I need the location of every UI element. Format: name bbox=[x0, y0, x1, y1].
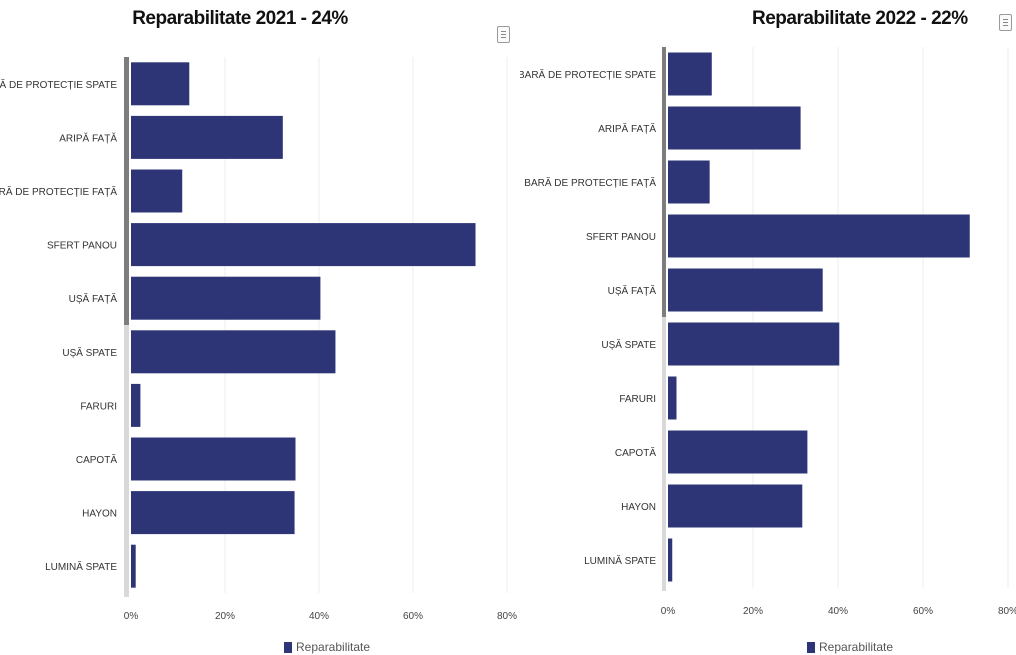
bar bbox=[668, 484, 803, 528]
bar-chart-2021: 0% 20% 40% 60% 80% BARĂ DE PROTECȚIE SPATE ARI… bbox=[0, 57, 517, 622]
x-tick-label: 80% bbox=[998, 606, 1016, 617]
legend[interactable]: Reparabilitate bbox=[284, 640, 370, 654]
x-tick-label: 0% bbox=[661, 606, 676, 617]
bar bbox=[131, 491, 295, 535]
chart-panel-2021: Reparabilitate 2021 - 24% 0% 20% 40% 60% 80%… bbox=[0, 8, 517, 654]
bar bbox=[668, 160, 710, 204]
scrollbar-track bbox=[662, 47, 666, 591]
bar bbox=[668, 214, 970, 258]
category-label: UȘĂ FAȚĂ bbox=[608, 284, 657, 297]
legend[interactable]: Reparabilitate bbox=[807, 640, 893, 654]
category-label: UȘĂ SPATE bbox=[62, 346, 117, 359]
legend-label: Reparabilitate bbox=[819, 640, 894, 654]
x-tick-label: 40% bbox=[309, 611, 329, 622]
bar bbox=[668, 538, 673, 582]
bar bbox=[668, 430, 808, 474]
category-label: BARĂ DE PROTECȚIE FAȚĂ bbox=[0, 185, 117, 198]
category-label: UȘĂ SPATE bbox=[601, 338, 656, 351]
x-tick-label: 20% bbox=[743, 606, 763, 617]
bar bbox=[131, 544, 136, 588]
legend-swatch bbox=[807, 641, 815, 653]
category-label: FARURI bbox=[80, 401, 117, 412]
x-tick-label: 60% bbox=[403, 611, 423, 622]
bar bbox=[131, 169, 183, 213]
category-label: BARĂ DE PROTECȚIE SPATE bbox=[520, 68, 656, 81]
category-label: LUMINĂ SPATE bbox=[584, 554, 656, 567]
category-label: HAYON bbox=[621, 502, 656, 513]
x-tick-label: 80% bbox=[497, 611, 517, 622]
category-label: FARURI bbox=[619, 394, 656, 405]
category-label: BARĂ DE PROTECȚIE SPATE bbox=[0, 78, 117, 91]
hamburger-menu-icon[interactable] bbox=[497, 26, 510, 43]
category-label: ARIPĂ FAȚĂ bbox=[59, 131, 117, 144]
category-label: BARĂ DE PROTECȚIE FAȚĂ bbox=[524, 176, 656, 189]
bar bbox=[131, 437, 296, 481]
bar bbox=[668, 52, 712, 96]
legend-label: Reparabilitate bbox=[296, 640, 371, 654]
category-label: CAPOTĂ bbox=[615, 446, 656, 459]
bar bbox=[668, 376, 677, 420]
x-tick-label: 60% bbox=[913, 606, 933, 617]
category-label: UȘĂ FAȚĂ bbox=[69, 292, 118, 305]
bar bbox=[131, 276, 321, 320]
x-tick-label: 0% bbox=[124, 611, 139, 622]
x-tick-label: 20% bbox=[215, 611, 235, 622]
chart-title: Reparabilitate 2022 - 22% bbox=[752, 8, 968, 29]
category-label: ARIPĂ FAȚĂ bbox=[598, 122, 656, 135]
bar bbox=[131, 223, 476, 267]
category-label: SFERT PANOU bbox=[47, 241, 117, 252]
scrollbar-thumb[interactable] bbox=[662, 47, 666, 317]
legend-swatch bbox=[284, 641, 292, 653]
category-label: CAPOTĂ bbox=[76, 453, 117, 466]
bar bbox=[131, 62, 190, 106]
category-label: SFERT PANOU bbox=[586, 232, 656, 243]
chart-title: Reparabilitate 2021 - 24% bbox=[132, 8, 348, 29]
bar-chart-2022: 0% 20% 40% 60% 80% BARĂ DE PROTECȚIE SPATE ARI… bbox=[520, 47, 1016, 617]
category-label: LUMINĂ SPATE bbox=[45, 560, 117, 573]
category-label: HAYON bbox=[82, 509, 117, 520]
hamburger-menu-icon[interactable] bbox=[999, 14, 1012, 31]
bar bbox=[131, 383, 141, 427]
bar bbox=[131, 115, 283, 159]
scrollbar-thumb[interactable] bbox=[124, 57, 129, 325]
scrollbar-track bbox=[124, 57, 129, 597]
chart-panel-2022: Reparabilitate 2022 - 22% 0% 20% 40% 60% 80%… bbox=[520, 0, 1016, 655]
bar bbox=[668, 106, 801, 150]
bar bbox=[668, 322, 840, 366]
bar bbox=[668, 268, 823, 312]
bar bbox=[131, 330, 336, 374]
x-tick-label: 40% bbox=[828, 606, 848, 617]
